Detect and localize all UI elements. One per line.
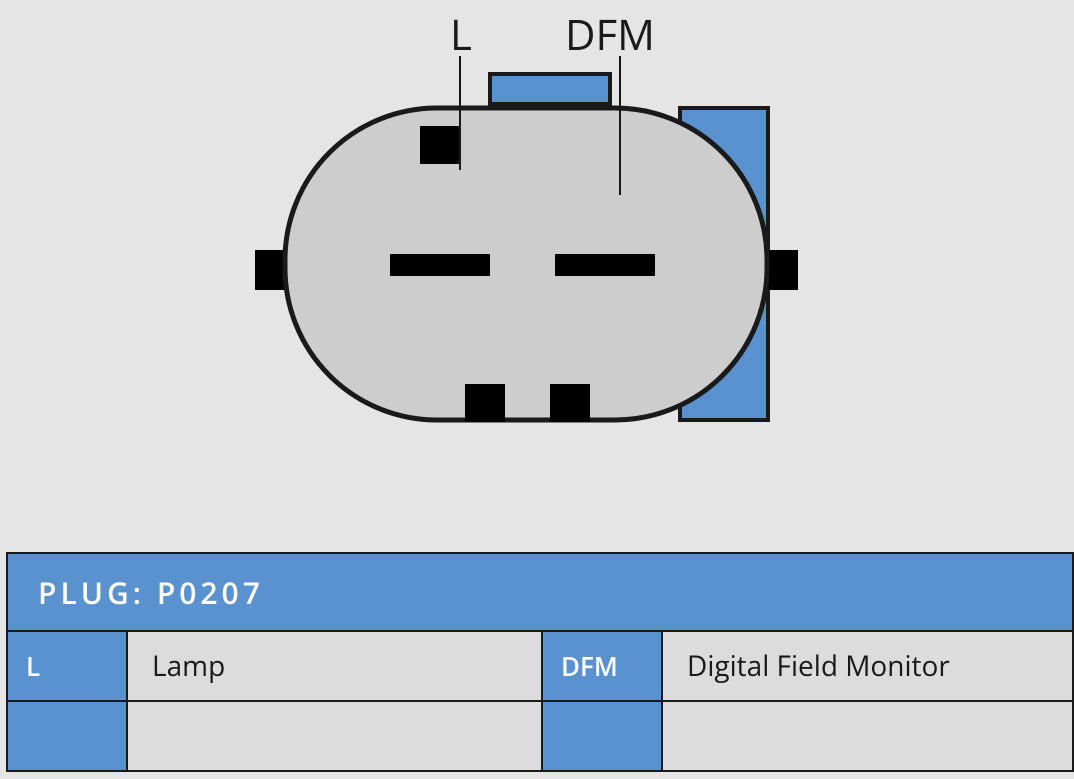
pin-desc-cell: Lamp [127,631,542,701]
pin-desc-cell: Digital Field Monitor [662,631,1073,701]
pin-table: PLUG: P0207 L Lamp DFM Digital Field Mon… [6,552,1074,772]
pin-code-cell: L [7,631,127,701]
connector-diagram: L DFM [0,0,1074,540]
pin-desc-cell [127,701,542,771]
pin-desc-cell [662,701,1073,771]
table-row [7,701,1073,771]
pin-code-cell [7,701,127,771]
connector-svg [0,0,1074,540]
table-row: L Lamp DFM Digital Field Monitor [7,631,1073,701]
table-title: PLUG: P0207 [7,553,1073,631]
pin-code-cell [542,701,662,771]
pin-code-cell: DFM [542,631,662,701]
